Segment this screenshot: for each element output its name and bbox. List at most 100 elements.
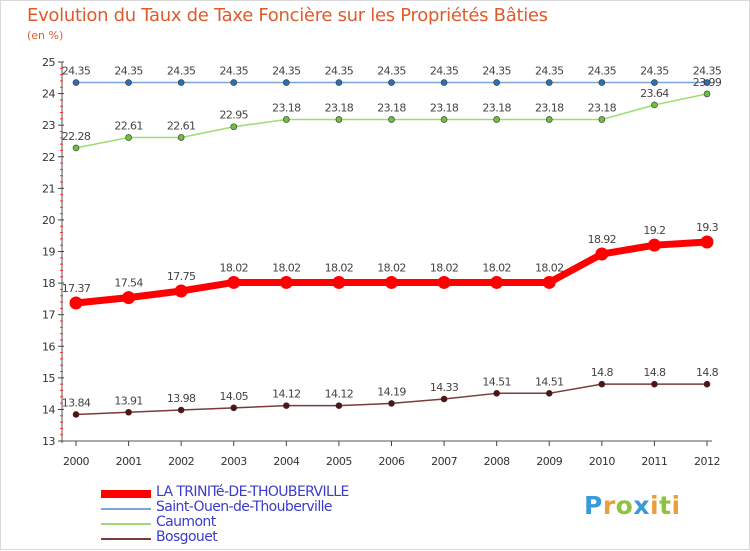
- data-label: 22.61: [167, 119, 196, 132]
- data-point: [335, 402, 343, 409]
- legend-label: Saint-Ouen-de-Thouberville: [156, 499, 333, 515]
- data-point: [437, 275, 451, 289]
- data-point: [545, 79, 553, 86]
- data-point: [647, 238, 661, 252]
- data-label: 18.02: [535, 261, 564, 274]
- data-label: 14.8: [643, 366, 666, 379]
- data-label: 14.8: [696, 366, 719, 379]
- x-tick-label: 2009: [536, 455, 562, 468]
- data-label: 18.02: [482, 261, 511, 274]
- data-label: 17.54: [114, 277, 143, 290]
- legend-label: LA TRINITé-DE-THOUBERVILLE: [156, 484, 349, 500]
- data-point: [125, 79, 132, 86]
- data-point: [440, 395, 448, 403]
- data-point: [545, 116, 553, 123]
- data-point: [227, 275, 241, 289]
- data-point: [385, 275, 398, 289]
- chart-legend: LA TRINITé-DE-THOUBERVILLE Saint-Ouen-de-…: [101, 484, 401, 546]
- y-tick-label: 22: [42, 151, 55, 164]
- data-point: [283, 402, 290, 409]
- data-label: 24.35: [114, 65, 143, 78]
- data-label: 14.8: [591, 366, 614, 379]
- data-point: [125, 408, 132, 416]
- data-label: 23.18: [272, 101, 301, 114]
- data-point: [332, 275, 346, 289]
- y-tick-label: 20: [42, 214, 55, 227]
- data-point: [545, 390, 553, 397]
- data-point: [703, 90, 711, 98]
- data-label: 13.98: [167, 392, 196, 405]
- y-tick-label: 17: [42, 309, 55, 322]
- data-label: 18.92: [588, 233, 617, 246]
- x-tick-label: 2005: [326, 455, 352, 468]
- data-point: [122, 291, 136, 305]
- y-tick-label: 16: [42, 340, 55, 353]
- data-label: 14.05: [220, 390, 249, 403]
- data-point: [177, 79, 185, 86]
- y-tick-label: 18: [42, 277, 55, 290]
- data-label: 24.35: [377, 65, 406, 78]
- data-point: [388, 79, 395, 86]
- legend-label: Bosgouet: [156, 529, 218, 545]
- data-label: 14.51: [535, 375, 564, 388]
- data-point: [440, 79, 448, 86]
- data-point: [72, 411, 80, 418]
- data-label: 14.51: [482, 375, 511, 388]
- data-label: 18.02: [377, 261, 406, 274]
- x-tick-label: 2007: [431, 455, 457, 468]
- x-tick-label: 2006: [379, 455, 405, 468]
- data-point: [230, 123, 238, 131]
- data-label: 24.35: [588, 65, 617, 78]
- data-label: 13.84: [62, 396, 91, 409]
- legend-item: LA TRINITé-DE-THOUBERVILLE: [101, 484, 401, 501]
- logo-letter: t: [659, 491, 672, 520]
- x-tick-label: 2001: [116, 455, 142, 468]
- data-label: 24.35: [167, 65, 196, 78]
- legend-swatch: [101, 507, 151, 510]
- data-point: [651, 79, 658, 86]
- x-tick-label: 2002: [168, 455, 194, 468]
- data-label: 23.18: [325, 101, 354, 114]
- legend-swatch: [101, 537, 151, 540]
- data-label: 23.18: [588, 101, 617, 114]
- legend-item: Saint-Ouen-de-Thouberville: [101, 499, 401, 516]
- data-point: [440, 116, 448, 123]
- data-label: 17.75: [167, 270, 196, 283]
- x-tick-label: 2008: [484, 455, 510, 468]
- data-point: [493, 390, 500, 397]
- data-point: [542, 275, 556, 289]
- data-point: [388, 400, 395, 407]
- y-tick-label: 19: [42, 246, 55, 259]
- chart-title: Evolution du Taux de Taxe Foncière sur l…: [27, 5, 548, 26]
- data-point: [490, 275, 504, 289]
- data-label: 24.35: [693, 65, 722, 78]
- proxiti-logo: Proxiti: [584, 491, 681, 520]
- data-label: 24.35: [482, 65, 511, 78]
- data-point: [598, 79, 606, 86]
- legend-item: Bosgouet: [101, 529, 401, 546]
- data-point: [703, 380, 711, 388]
- data-point: [283, 116, 290, 123]
- y-tick-label: 25: [42, 56, 55, 69]
- data-label: 13.91: [114, 394, 143, 407]
- data-label: 23.18: [430, 101, 459, 114]
- data-label: 24.35: [62, 65, 91, 78]
- chart-subtitle: (en %): [27, 29, 64, 42]
- legend-item: Caumont: [101, 514, 401, 531]
- logo-letter: P: [584, 491, 603, 520]
- data-point: [72, 144, 80, 152]
- logo-letter: o: [615, 491, 634, 520]
- data-point: [230, 404, 238, 412]
- data-label: 24.35: [220, 65, 249, 78]
- data-label: 24.35: [640, 65, 669, 78]
- data-label: 18.02: [430, 261, 459, 274]
- y-tick-label: 14: [42, 403, 55, 416]
- data-point: [700, 235, 714, 249]
- data-point: [651, 101, 658, 109]
- data-label: 18.02: [220, 261, 249, 274]
- data-label: 14.12: [272, 388, 301, 401]
- x-tick-label: 2000: [63, 455, 89, 468]
- data-point: [177, 134, 185, 141]
